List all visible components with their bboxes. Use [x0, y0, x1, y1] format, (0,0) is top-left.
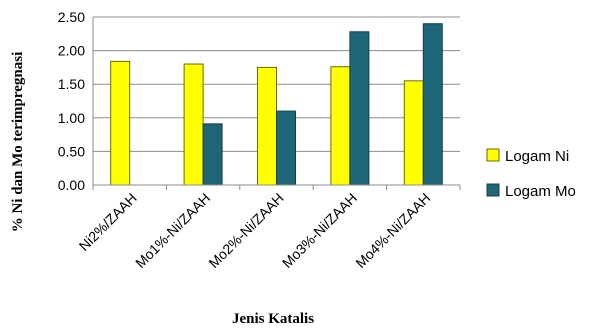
x-tick-label: Mo3%-Ni/ZAAH [279, 190, 360, 271]
bar-ni-3 [330, 66, 351, 186]
legend-swatch-ni [486, 148, 500, 162]
bar-ni-2 [257, 66, 277, 186]
legend-label-mo: Logam Mo [505, 183, 576, 200]
x-tick-labels: Ni2%/ZAAHMo1%-Ni/ZAAHMo2%-Ni/ZAAHMo3%-Ni… [76, 190, 434, 271]
y-axis-title: % Ni dan Mo terimpregnasi [10, 52, 26, 233]
axes [92, 17, 461, 190]
y-tick-label: 0.50 [58, 143, 85, 159]
bars [110, 23, 443, 186]
x-tick-label: Mo2%-Ni/ZAAH [205, 190, 286, 271]
y-tick-label: 2.00 [58, 43, 85, 59]
bar-ni-4 [403, 80, 424, 186]
legend-label-ni: Logam Ni [505, 148, 569, 165]
y-tick-label: 2.50 [58, 9, 85, 25]
legend: Logam Ni Logam Mo [486, 148, 576, 200]
x-tick-label: Mo4%-Ni/ZAAH [352, 190, 433, 271]
bar-ni-0 [110, 60, 131, 186]
y-tick-labels: 0.00 0.50 1.00 1.50 2.00 2.50 [58, 9, 85, 193]
bar-mo-4 [422, 23, 443, 186]
bar-ni-1 [183, 63, 204, 186]
x-tick-label: Mo1%-Ni/ZAAH [132, 190, 213, 271]
bar-mo-3 [349, 31, 370, 186]
y-tick-label: 1.50 [58, 76, 85, 92]
y-tick-label: 0.00 [58, 177, 85, 193]
x-axis-title: Jenis Katalis [232, 311, 314, 327]
bar-mo-1 [202, 123, 223, 186]
y-tick-label: 1.00 [58, 110, 85, 126]
bar-mo-2 [276, 110, 296, 186]
legend-swatch-mo [486, 183, 500, 197]
x-tick-label: Ni2%/ZAAH [76, 190, 140, 254]
